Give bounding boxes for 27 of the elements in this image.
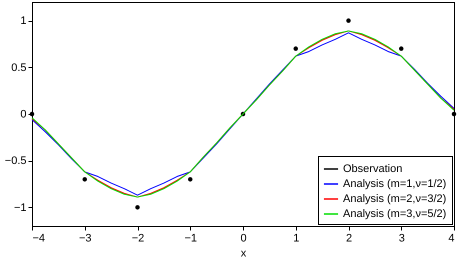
x-tick-label: −3 bbox=[78, 232, 92, 244]
x-tick-label: 2 bbox=[346, 232, 352, 244]
legend-label: Analysis (m=3,ν=5/2) bbox=[343, 208, 446, 220]
y-tick-label: 1 bbox=[20, 15, 26, 28]
point bbox=[452, 112, 456, 116]
legend-label: Analysis (m=1,ν=1/2) bbox=[343, 178, 446, 190]
x-tick-label: 1 bbox=[293, 232, 300, 244]
y-tick-label: −0.5 bbox=[4, 155, 26, 168]
point bbox=[135, 205, 140, 210]
x-tick-label: 4 bbox=[448, 232, 454, 244]
x-tick-label: −1 bbox=[184, 232, 198, 244]
x-tick-label: −4 bbox=[32, 232, 46, 244]
point bbox=[346, 18, 351, 23]
legend-label: Analysis (m=2,ν=3/2) bbox=[343, 193, 446, 205]
point bbox=[188, 177, 192, 182]
point bbox=[30, 112, 34, 116]
y-tick-label: 0 bbox=[20, 108, 26, 120]
x-tick-label: 3 bbox=[398, 232, 405, 244]
x-tick-label: 0 bbox=[240, 232, 247, 244]
x-axis-title: x bbox=[240, 248, 247, 260]
x-tick-label: −2 bbox=[132, 232, 144, 244]
point bbox=[399, 46, 404, 51]
legend-label: Observation bbox=[343, 163, 402, 175]
y-tick-label: −1 bbox=[14, 202, 26, 214]
point bbox=[82, 177, 87, 182]
y-tick-label: 0.5 bbox=[11, 62, 26, 74]
point bbox=[294, 46, 298, 51]
